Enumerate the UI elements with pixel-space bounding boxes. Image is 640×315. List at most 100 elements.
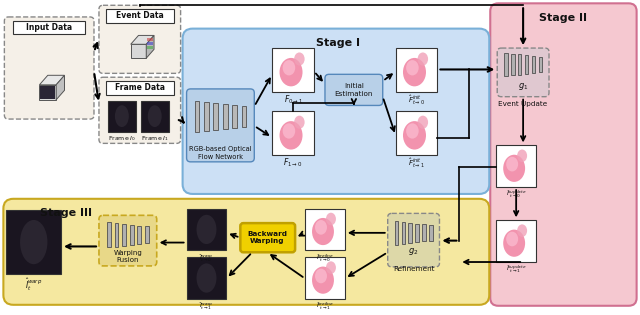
Bar: [213, 103, 218, 130]
Bar: [396, 48, 438, 92]
Text: $\hat{F}^{init}_{t\rightarrow 0}$: $\hat{F}^{init}_{t\rightarrow 0}$: [408, 94, 425, 107]
Text: $\hat{I}^{warp}_{t}$: $\hat{I}^{warp}_{t}$: [24, 276, 42, 293]
Ellipse shape: [406, 123, 419, 139]
Ellipse shape: [503, 230, 525, 257]
Ellipse shape: [196, 215, 216, 244]
Text: $\hat{I}^{warp}_{t\rightarrow 1}$: $\hat{I}^{warp}_{t\rightarrow 1}$: [199, 301, 214, 312]
Polygon shape: [147, 35, 154, 58]
Bar: [232, 105, 237, 128]
Text: Event Data: Event Data: [116, 11, 164, 20]
Text: $\hat{F}^{update}_{t\rightarrow 1}$: $\hat{F}^{update}_{t\rightarrow 1}$: [506, 264, 527, 275]
Bar: [122, 224, 126, 246]
Text: $\hat{F}^{refine}_{t\rightarrow 0}$: $\hat{F}^{refine}_{t\rightarrow 0}$: [316, 252, 334, 264]
Bar: [147, 38, 153, 41]
Ellipse shape: [406, 60, 419, 75]
Bar: [504, 53, 508, 76]
Ellipse shape: [315, 269, 327, 283]
Bar: [145, 226, 148, 243]
Ellipse shape: [280, 58, 303, 86]
Ellipse shape: [326, 213, 336, 225]
Ellipse shape: [294, 52, 305, 66]
Ellipse shape: [312, 218, 334, 245]
Text: $g_1$: $g_1$: [518, 81, 529, 92]
Bar: [511, 54, 515, 76]
Bar: [525, 55, 528, 74]
Ellipse shape: [517, 150, 527, 162]
Text: Warping
Fusion: Warping Fusion: [113, 250, 142, 263]
Text: Initial
Estimation: Initial Estimation: [335, 83, 373, 97]
Polygon shape: [40, 75, 65, 85]
Bar: [395, 221, 398, 244]
Polygon shape: [56, 75, 65, 100]
Text: RGB-based Optical
Flow Network: RGB-based Optical Flow Network: [189, 146, 252, 160]
FancyBboxPatch shape: [182, 29, 489, 194]
Bar: [538, 57, 542, 72]
Bar: [108, 100, 136, 132]
Ellipse shape: [418, 116, 428, 129]
Ellipse shape: [148, 105, 162, 127]
Text: Input Data: Input Data: [26, 23, 72, 32]
Ellipse shape: [294, 116, 305, 129]
Bar: [107, 222, 111, 247]
FancyBboxPatch shape: [497, 48, 549, 97]
Text: Stage I: Stage I: [316, 38, 360, 48]
Bar: [141, 100, 169, 132]
FancyBboxPatch shape: [99, 215, 157, 266]
FancyBboxPatch shape: [241, 223, 295, 252]
Text: $\hat{F}^{init}_{t\rightarrow 1}$: $\hat{F}^{init}_{t\rightarrow 1}$: [408, 157, 425, 170]
Ellipse shape: [315, 220, 327, 235]
Ellipse shape: [506, 232, 518, 246]
Ellipse shape: [312, 266, 334, 294]
Bar: [138, 226, 141, 244]
Polygon shape: [131, 35, 154, 44]
Bar: [429, 225, 433, 241]
Bar: [187, 209, 227, 250]
Ellipse shape: [196, 263, 216, 293]
Bar: [130, 225, 134, 245]
Bar: [272, 111, 314, 155]
Bar: [204, 102, 209, 131]
Ellipse shape: [115, 105, 129, 127]
Ellipse shape: [403, 121, 426, 150]
Bar: [13, 21, 85, 34]
Bar: [195, 100, 199, 132]
FancyBboxPatch shape: [3, 199, 489, 305]
Bar: [241, 106, 246, 127]
FancyBboxPatch shape: [99, 77, 180, 143]
Polygon shape: [40, 86, 55, 99]
Text: Backward
Warping: Backward Warping: [247, 231, 287, 244]
Ellipse shape: [283, 123, 295, 139]
Ellipse shape: [403, 58, 426, 86]
Text: Frame $I_1$: Frame $I_1$: [141, 134, 169, 143]
Bar: [115, 223, 118, 247]
Bar: [131, 45, 145, 57]
FancyBboxPatch shape: [325, 74, 383, 106]
Bar: [518, 54, 522, 75]
Text: Frame Data: Frame Data: [115, 83, 164, 92]
Text: Stage III: Stage III: [40, 208, 92, 218]
Bar: [147, 42, 153, 45]
Bar: [422, 224, 426, 241]
Bar: [396, 111, 438, 155]
Bar: [305, 257, 345, 299]
Ellipse shape: [20, 220, 47, 264]
Ellipse shape: [506, 157, 518, 171]
Ellipse shape: [326, 261, 336, 274]
FancyBboxPatch shape: [388, 213, 440, 267]
Bar: [496, 220, 536, 262]
Bar: [106, 9, 173, 23]
Text: Event Update: Event Update: [499, 100, 548, 106]
Text: $g_2$: $g_2$: [408, 246, 419, 257]
Bar: [223, 104, 228, 129]
Text: Frame $I_0$: Frame $I_0$: [108, 134, 136, 143]
Ellipse shape: [280, 121, 303, 150]
Ellipse shape: [517, 224, 527, 237]
FancyBboxPatch shape: [4, 17, 94, 119]
Bar: [106, 81, 173, 95]
Polygon shape: [40, 85, 56, 100]
FancyBboxPatch shape: [187, 89, 254, 162]
Ellipse shape: [283, 60, 295, 75]
Polygon shape: [131, 44, 147, 58]
Ellipse shape: [503, 155, 525, 182]
FancyBboxPatch shape: [490, 3, 637, 306]
